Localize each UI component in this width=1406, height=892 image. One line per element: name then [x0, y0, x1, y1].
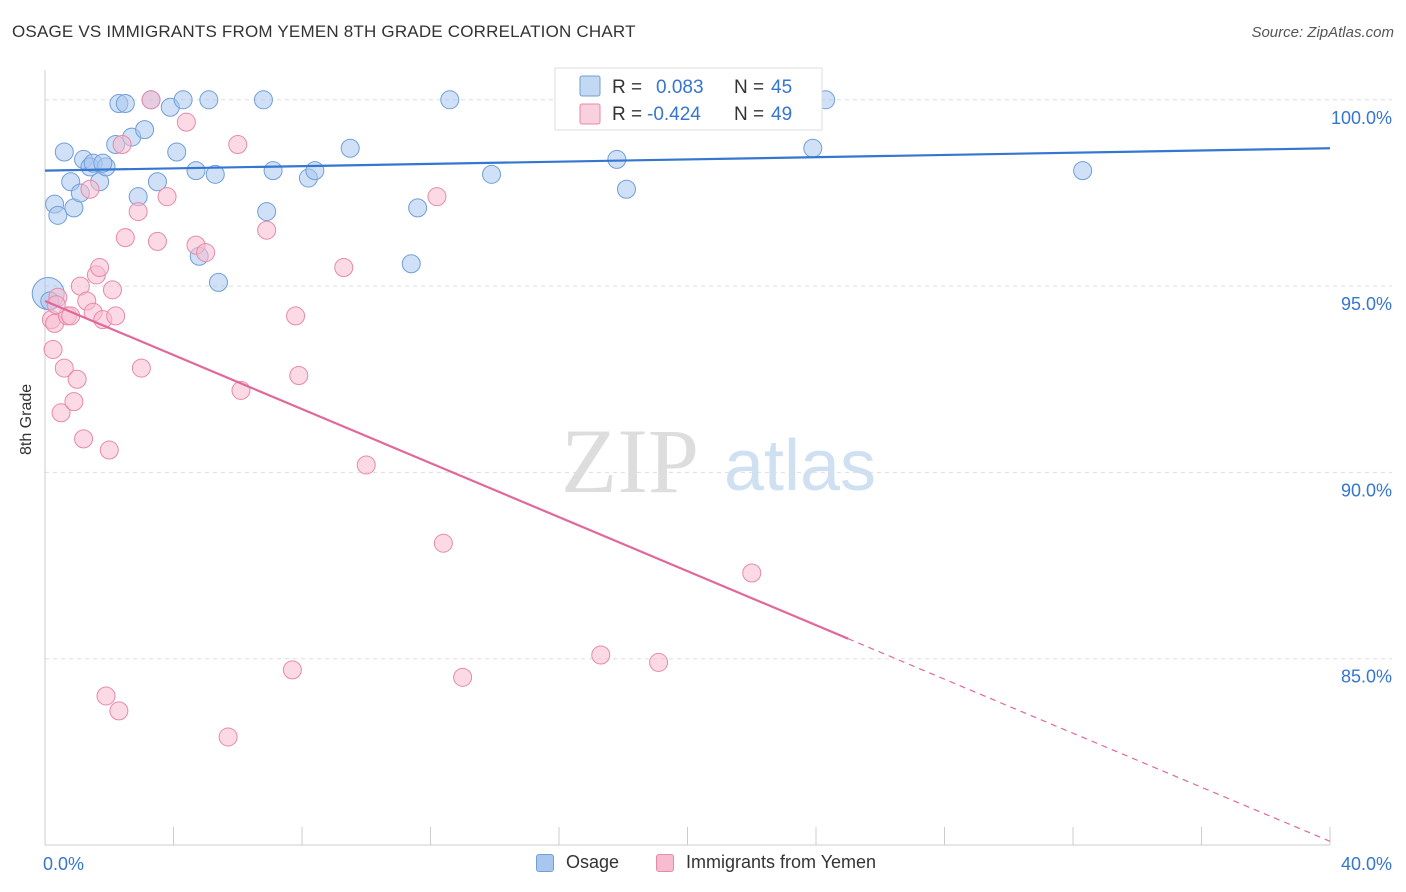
legend-r-label: R =	[612, 77, 642, 98]
yemen-point	[591, 645, 611, 665]
watermark-atlas: atlas	[724, 426, 876, 506]
osage-point	[186, 161, 206, 181]
yemen-point	[99, 440, 119, 460]
yemen-point	[257, 220, 277, 240]
watermark-zip: ZIP	[561, 410, 699, 512]
osage-point	[93, 153, 113, 173]
yemen-point	[115, 228, 135, 248]
yemen-point	[147, 231, 167, 251]
osage-point	[803, 138, 823, 158]
osage-point	[208, 272, 228, 292]
yemen-point	[64, 392, 84, 412]
yemen-point	[74, 429, 94, 449]
y-axis-label: 8th Grade	[18, 383, 35, 455]
osage-point	[54, 142, 74, 162]
osage-point	[173, 90, 193, 110]
yemen-point	[196, 243, 216, 263]
osage-point	[205, 164, 225, 184]
data-points	[31, 90, 1093, 747]
legend-swatch-yemen	[579, 103, 601, 125]
yemen-point	[453, 667, 473, 687]
yemen-point	[157, 187, 177, 207]
osage-point	[408, 198, 428, 218]
yemen-point	[106, 306, 126, 326]
yemen-point	[128, 202, 148, 222]
osage-point	[253, 90, 273, 110]
osage-point	[48, 205, 68, 225]
osage-point	[340, 138, 360, 158]
osage-point	[440, 90, 460, 110]
bottom-legend-swatch-yemen	[656, 853, 674, 872]
yemen-point	[289, 366, 309, 386]
y-tick-label: 90.0%	[1341, 480, 1392, 500]
yemen-point	[51, 403, 71, 423]
yemen-point	[649, 652, 669, 672]
yemen-point	[282, 660, 302, 680]
trend-lines	[44, 147, 1331, 842]
legend-r-value: -0.424	[647, 104, 701, 125]
bottom-legend-swatch-osage	[536, 853, 554, 872]
yemen-point	[131, 358, 151, 378]
yemen-point	[96, 686, 116, 706]
yemen-point	[218, 727, 238, 747]
osage-point	[167, 142, 187, 162]
yemen-point	[356, 455, 376, 475]
inset-legend: R = 0.083 N = 45 R = -0.424 N = 49	[554, 67, 823, 131]
osage-point	[616, 179, 636, 199]
yemen-point	[228, 135, 248, 155]
yemen-point	[90, 257, 110, 277]
yemen-point	[427, 187, 447, 207]
osage-point	[482, 164, 502, 184]
osage-point	[1073, 161, 1093, 181]
bottom-legend-item-yemen: Immigrants from Yemen	[656, 852, 876, 873]
bottom-legend-label-yemen: Immigrants from Yemen	[686, 852, 877, 872]
yemen-point	[112, 135, 132, 155]
yemen-trend-extension	[847, 638, 1331, 842]
chart-title: OSAGE VS IMMIGRANTS FROM YEMEN 8TH GRADE…	[12, 22, 636, 41]
osage-point	[135, 120, 155, 140]
legend-r-value: 0.083	[656, 77, 704, 98]
osage-point	[263, 161, 283, 181]
yemen-point	[43, 339, 63, 359]
legend-n-value: 49	[771, 104, 792, 125]
grid-lines	[45, 99, 1392, 660]
yemen-point	[54, 358, 74, 378]
bottom-legend-label-osage: Osage	[566, 852, 620, 872]
yemen-point	[334, 257, 354, 277]
yemen-point	[67, 369, 87, 389]
yemen-trend-line	[44, 299, 849, 640]
osage-point	[305, 161, 325, 181]
osage-point	[401, 254, 421, 274]
yemen-point	[742, 563, 762, 583]
x-tick-label: 40.0%	[1341, 854, 1392, 874]
bottom-legend-item-osage: Osage	[536, 852, 619, 873]
y-tick-label: 85.0%	[1341, 667, 1392, 687]
osage-point	[607, 149, 627, 169]
x-tick-label: 0.0%	[43, 854, 84, 874]
yemen-point	[176, 112, 196, 132]
yemen-point	[286, 306, 306, 326]
source-label: Source: ZipAtlas.com	[1251, 24, 1394, 41]
osage-point	[257, 202, 277, 222]
osage-point	[199, 90, 219, 110]
legend-r-label: R =	[612, 104, 642, 125]
osage-point	[147, 172, 167, 192]
osage-point	[115, 94, 135, 114]
legend-n-label: N =	[734, 104, 764, 125]
bottom-legend: Osage Immigrants from Yemen	[0, 852, 1406, 878]
yemen-point	[141, 90, 161, 110]
yemen-point	[109, 701, 129, 721]
axes	[44, 70, 1331, 846]
legend-swatch-osage	[579, 75, 601, 97]
osage-trend-line	[44, 147, 1331, 172]
legend-n-value: 45	[771, 77, 792, 98]
yemen-point	[102, 280, 122, 300]
y-tick-label: 95.0%	[1341, 294, 1392, 314]
y-tick-label: 100.0%	[1331, 108, 1392, 128]
tick-labels: 85.0% 90.0% 95.0% 100.0% 0.0% 40.0%	[43, 108, 1392, 874]
yemen-point	[433, 533, 453, 553]
legend-n-label: N =	[734, 77, 764, 98]
yemen-point	[80, 179, 100, 199]
